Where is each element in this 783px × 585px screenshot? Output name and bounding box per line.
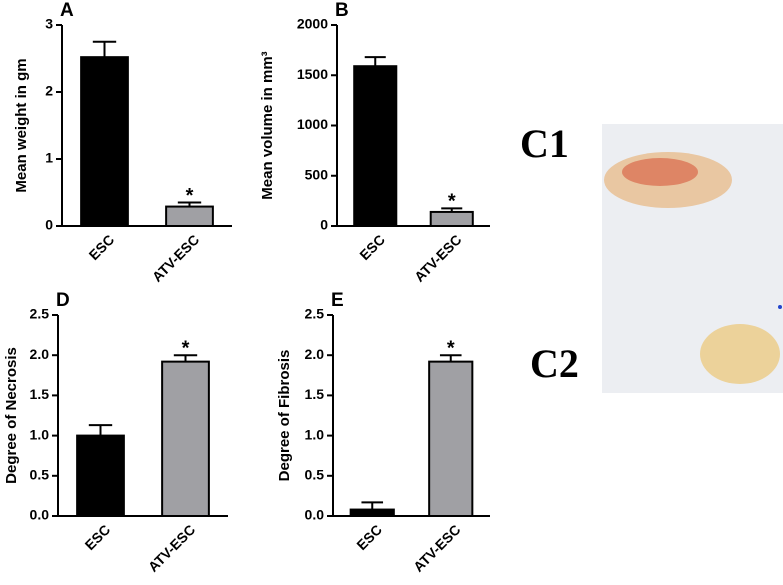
bar [353, 65, 398, 227]
y-tick-label: 2.5 [305, 306, 325, 322]
axes [57, 315, 228, 517]
y-tick-label: 0 [45, 217, 53, 233]
tissue-c1-red [622, 158, 698, 186]
y-axis-label: Degree of Fibrosis [276, 350, 293, 482]
y-axis-label: Mean volume in mm³ [259, 51, 276, 199]
x-tick-label: ESC [356, 231, 388, 263]
y-tick-label: 1.0 [30, 426, 50, 442]
y-tick-label: 2.0 [305, 346, 325, 362]
x-tick-label: ATV-ESC [410, 521, 463, 574]
significance-marker: * [447, 337, 455, 359]
panel-label: B [335, 0, 349, 21]
x-tick-label: ATV-ESC [145, 521, 198, 574]
axes [61, 25, 232, 227]
panel-label: D [56, 290, 70, 311]
bar [165, 205, 214, 228]
photo-mark [778, 305, 782, 309]
x-tick-label: ESC [86, 231, 118, 263]
x-tick-label: ESC [82, 521, 114, 553]
y-tick-label: 1500 [297, 66, 328, 82]
y-tick-label: 1000 [297, 116, 328, 132]
y-tick-label: 2.5 [30, 306, 50, 322]
y-axis-label: Mean weight in gm [13, 58, 30, 192]
y-tick-label: 1.5 [305, 386, 325, 402]
axes [336, 25, 490, 227]
error-bar [173, 354, 198, 362]
y-tick-label: 2 [45, 83, 53, 99]
bar [161, 360, 210, 517]
error-bar [177, 201, 202, 207]
x-tick-label: ATV-ESC [411, 231, 464, 284]
y-tick-label: 0.0 [305, 507, 325, 523]
error-bar [364, 56, 386, 67]
significance-marker: * [448, 191, 456, 213]
error-bar [439, 354, 462, 362]
error-bar [88, 424, 113, 436]
y-tick-label: 0.0 [30, 507, 50, 523]
bar [80, 56, 129, 227]
y-tick-label: 500 [305, 166, 329, 182]
y-tick-label: 3 [45, 16, 53, 32]
y-axis-label: Degree of Necrosis [3, 347, 20, 484]
y-tick-label: 0 [320, 217, 328, 233]
photo [602, 124, 783, 393]
bar [76, 434, 125, 518]
y-tick-label: 0.5 [305, 467, 325, 483]
photo-label: C2 [530, 341, 579, 386]
y-tick-label: 2000 [297, 16, 328, 32]
axes [332, 315, 490, 517]
bar [428, 360, 474, 517]
error-bar [361, 501, 384, 510]
y-tick-label: 0.5 [30, 467, 50, 483]
panel-label: E [331, 290, 344, 311]
y-tick-label: 1 [45, 150, 53, 166]
error-bar [441, 207, 463, 212]
error-bar [92, 40, 117, 58]
panel-label: A [60, 0, 74, 21]
x-tick-label: ESC [353, 521, 385, 553]
significance-marker: * [182, 337, 190, 359]
y-tick-label: 1.0 [305, 426, 325, 442]
y-tick-label: 1.5 [30, 386, 50, 402]
photo-label: C1 [520, 121, 569, 166]
bar [429, 210, 474, 227]
significance-marker: * [186, 185, 194, 207]
x-tick-label: ATV-ESC [149, 231, 202, 284]
y-tick-label: 2.0 [30, 346, 50, 362]
tissue-c2 [700, 324, 780, 384]
